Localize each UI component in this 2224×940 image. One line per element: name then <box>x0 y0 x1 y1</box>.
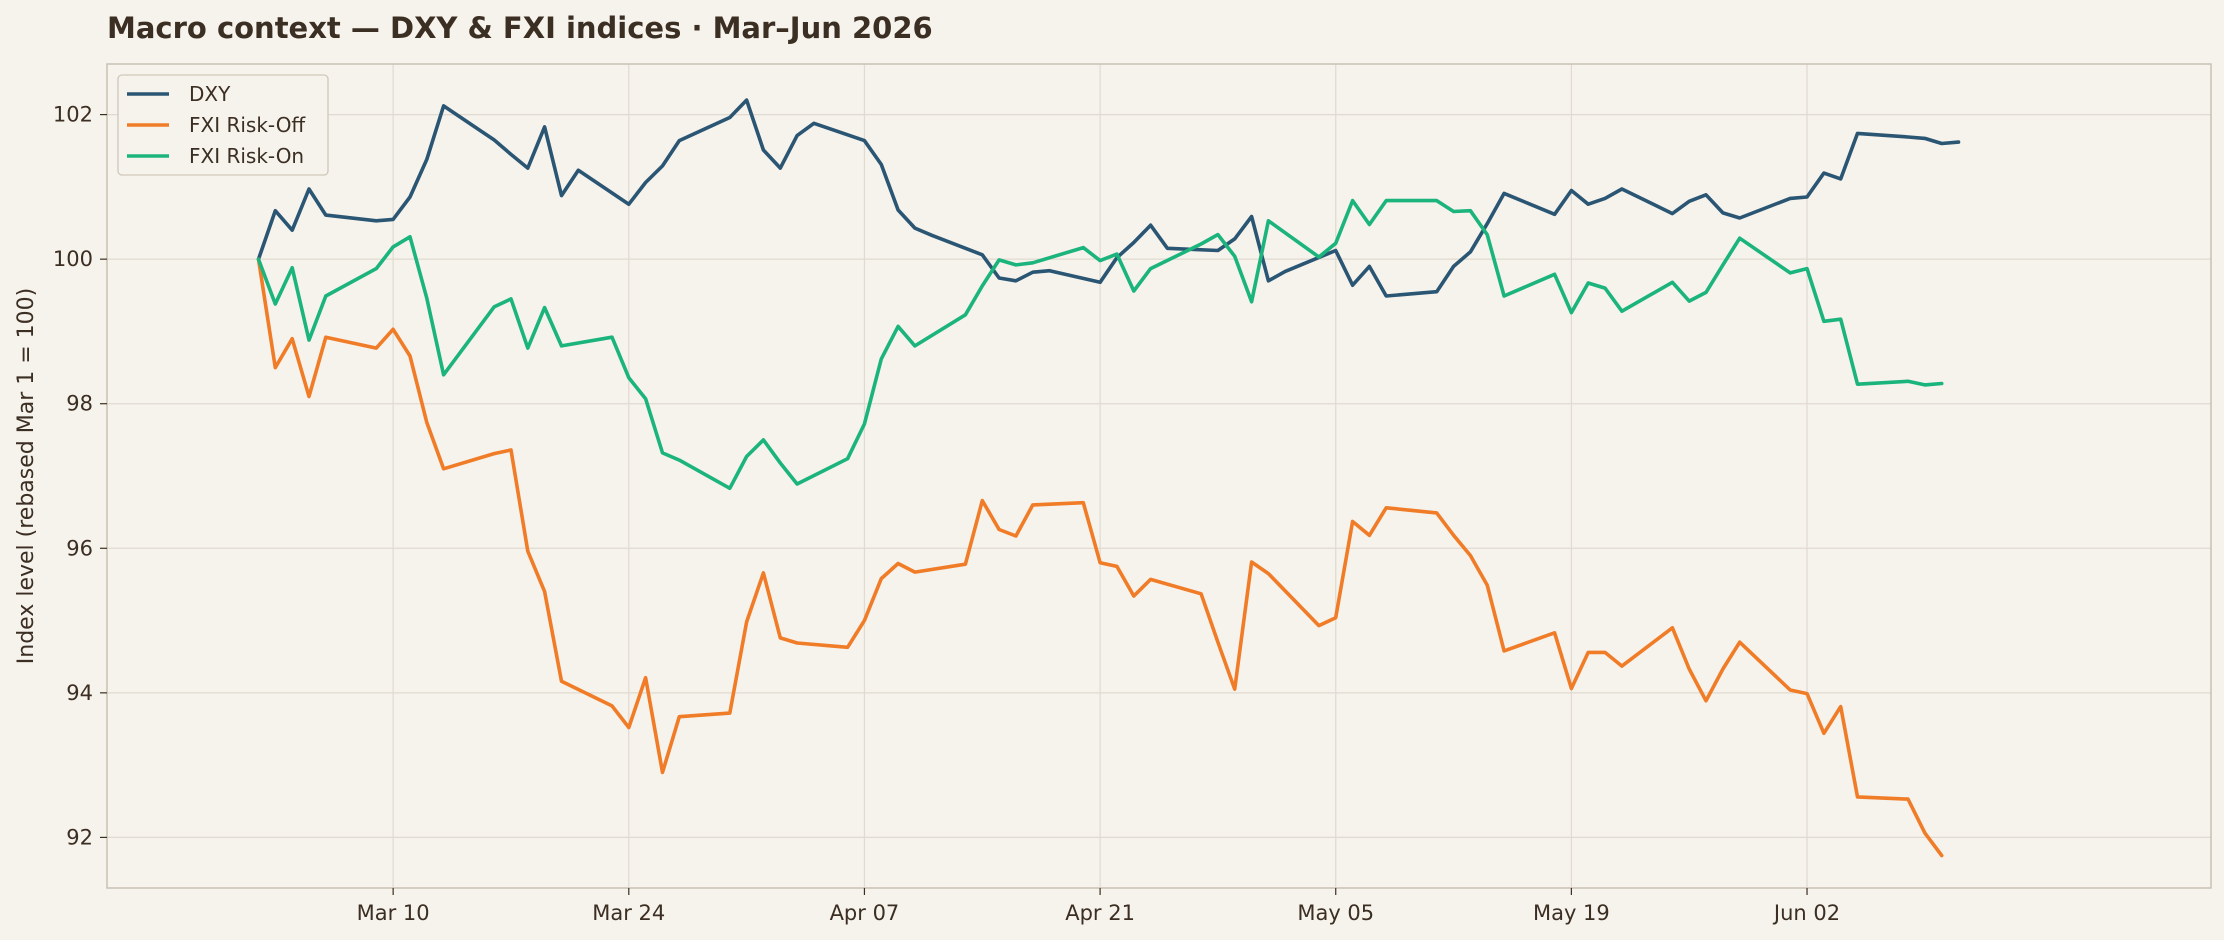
legend-label-dxy: DXY <box>189 82 231 106</box>
x-tick-label: May 19 <box>1533 901 1610 925</box>
y-tick-label: 92 <box>66 825 93 849</box>
x-tick-label: Jun 02 <box>1772 901 1840 925</box>
x-tick-label: May 05 <box>1297 901 1374 925</box>
legend: DXY FXI Risk-Off FXI Risk-On <box>117 74 329 176</box>
y-tick-label: 94 <box>66 681 93 705</box>
plot-frame <box>106 63 2212 889</box>
x-tick-label: Apr 07 <box>830 901 900 925</box>
legend-box <box>117 74 329 176</box>
x-tick-label: Mar 24 <box>592 901 665 925</box>
x-tick-label: Mar 10 <box>357 901 430 925</box>
y-tick-label: 96 <box>66 536 93 560</box>
y-axis: 92 94 96 98 100 102 <box>53 103 107 849</box>
plot-area <box>107 64 2211 888</box>
x-tick-label: Apr 21 <box>1065 901 1135 925</box>
y-tick-label: 100 <box>53 247 93 271</box>
legend-label-fxi-risk-off: FXI Risk-Off <box>189 113 306 137</box>
y-tick-label: 98 <box>66 392 93 416</box>
chart-title: Macro context — DXY & FXI indices · Mar–… <box>107 11 933 45</box>
y-tick-label: 102 <box>53 103 93 127</box>
series-line-fxi-risk-on <box>256 198 1944 491</box>
y-axis-label: Index level (rebased Mar 1 = 100) <box>14 288 39 664</box>
series-layer <box>256 98 1961 858</box>
legend-label-fxi-risk-on: FXI Risk-On <box>189 144 304 168</box>
x-axis: Mar 10 Mar 24 Apr 07 Apr 21 May 05 May 19 Jun … <box>357 888 1840 925</box>
series-line-dxy <box>256 98 1961 298</box>
series-line-fxi-risk-off <box>256 257 1944 858</box>
